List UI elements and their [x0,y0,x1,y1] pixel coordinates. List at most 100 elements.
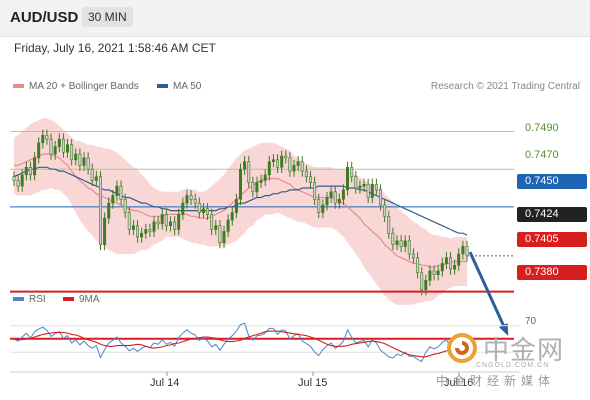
forecast-layer [468,251,509,336]
candle-body [243,161,247,170]
candle-body [333,191,337,204]
candle-body [234,199,238,213]
candle-body [164,214,168,226]
candle-body [103,217,107,245]
candle-body [230,212,234,221]
candle-body [304,170,308,178]
watermark-url: CNGOLD.COM.CN [476,362,550,369]
candle-body [411,253,415,259]
last-price-tag: 0.7424 [517,207,587,222]
candle-body [465,246,469,257]
candle-body [354,176,358,189]
candle-body [70,144,74,161]
candle-body [148,229,152,232]
legend-rsi: RSI [13,294,46,305]
candle-body [391,232,395,245]
candle-body [403,240,407,247]
candle-body [66,144,70,153]
x-label-jul14: Jul 14 [150,377,180,389]
candle-body [144,229,148,234]
candle-body [177,214,181,230]
rsi-legend-label: RSI [29,294,46,305]
support-2-tag: 0.7380 [517,265,587,280]
candle-body [107,202,111,219]
candle-body [37,142,41,159]
pivot-price-tag: 0.7450 [517,174,587,189]
x-label-jul16: Jul 16 [444,377,474,389]
legend-rsi-ma9: 9MA [63,294,100,305]
candle-body [271,159,275,163]
candle-body [123,199,127,213]
symbol-title: AUD/USD [10,9,79,26]
bollinger-band [14,118,467,305]
candle-body [181,202,185,215]
candle-body [136,225,140,238]
candle-body [362,184,366,187]
candle-body [300,161,304,172]
rsi-ma9-swatch [63,297,74,302]
ma20-legend-label: MA 20 + Bollinger Bands [29,81,139,92]
chart-header: AUD/USD 30 MIN [0,0,590,37]
candle-body [115,185,119,196]
candle-body [218,225,222,243]
candle-body [416,257,420,274]
candle-body [127,212,131,230]
candle-body [82,157,86,166]
candle-body [239,168,243,200]
candle-body [440,263,444,272]
candle-body [90,168,94,181]
candle-body [140,232,144,238]
candle-body [255,182,259,193]
candle-body [288,157,292,172]
candle-body [292,165,296,172]
candle-body [308,176,312,183]
rsi-swatch [13,297,24,302]
candle-body [41,135,45,144]
candle-body [24,167,28,176]
candle-body [152,221,156,232]
candle-body [20,174,24,187]
candle-body [251,182,255,193]
candle-body [453,264,457,270]
candle-body [94,176,98,181]
candle-body [86,157,90,170]
candle-body [160,214,164,225]
timeframe-badge[interactable]: 30 MIN [82,7,133,27]
candle-body [247,161,251,183]
candle-body [296,161,300,166]
candle-body [57,138,61,147]
candle-body [432,270,436,275]
rsi-ma9-legend-label: 9MA [79,294,100,305]
candle-body [280,155,284,168]
candle-body [189,195,193,200]
candle-body [325,197,329,206]
candle-body [321,204,325,213]
candle-body [206,208,210,215]
candle-body [461,246,465,255]
candle-body [407,240,411,255]
candle-body [420,272,424,291]
candle-body [350,167,354,178]
candle-body [383,204,387,217]
candle-body [345,167,349,191]
candle-body [284,155,288,159]
legend-ma50: MA 50 [157,81,201,92]
resistance-2-label: 0.7490 [525,122,559,134]
candle-body [387,216,391,234]
candle-body [74,153,78,161]
candle-body [457,253,461,266]
candle-body [313,182,317,200]
ma20-swatch [13,84,24,89]
support-1-tag: 0.7405 [517,232,587,247]
ma50-swatch [157,84,168,89]
candle-body [169,221,173,226]
candle-body [370,184,374,198]
ma50-legend-label: MA 50 [173,81,202,92]
rsi-ma9-line [13,330,468,358]
candle-body [424,279,428,290]
candle-body [33,157,37,176]
candle-body [337,199,341,204]
candle-body [329,191,333,198]
rsi-layer [10,322,520,376]
